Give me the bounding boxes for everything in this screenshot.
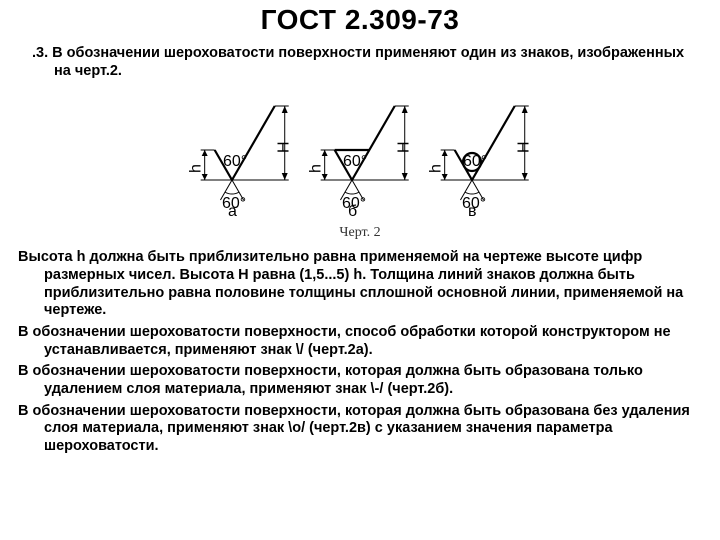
body-para-3: В обозначении шероховатости поверхности,… [18,403,702,456]
body-para-2: В обозначении шероховатости поверхности,… [18,363,702,398]
svg-text:h: h [428,164,445,173]
svg-text:60°: 60° [343,153,367,170]
svg-text:H: H [516,142,533,154]
body-para-0: Высота h должна быть приблизительно равн… [18,249,702,320]
page-title: ГОСТ 2.309-73 [18,4,702,36]
svg-text:H: H [276,142,293,154]
clause-text: .3. В обозначении шероховатости поверхно… [18,44,702,80]
document-page: ГОСТ 2.309-73 .3. В обозначении шерохова… [0,0,720,456]
svg-text:h: h [188,164,205,173]
svg-text:h: h [308,164,325,173]
svg-text:H: H [396,142,413,154]
svg-text:а: а [228,203,237,218]
figure-container: Hh60°60°аHh60°60°бHh60°60°в Черт. 2 [18,88,702,241]
svg-text:60°: 60° [223,153,247,170]
body-para-1: В обозначении шероховатости поверхности,… [18,324,702,359]
figure-svg: Hh60°60°аHh60°60°бHh60°60°в [170,88,550,218]
figure-caption: Черт. 2 [18,225,702,241]
svg-text:в: в [468,203,477,218]
svg-text:б: б [348,203,357,218]
svg-text:60°: 60° [463,153,487,170]
